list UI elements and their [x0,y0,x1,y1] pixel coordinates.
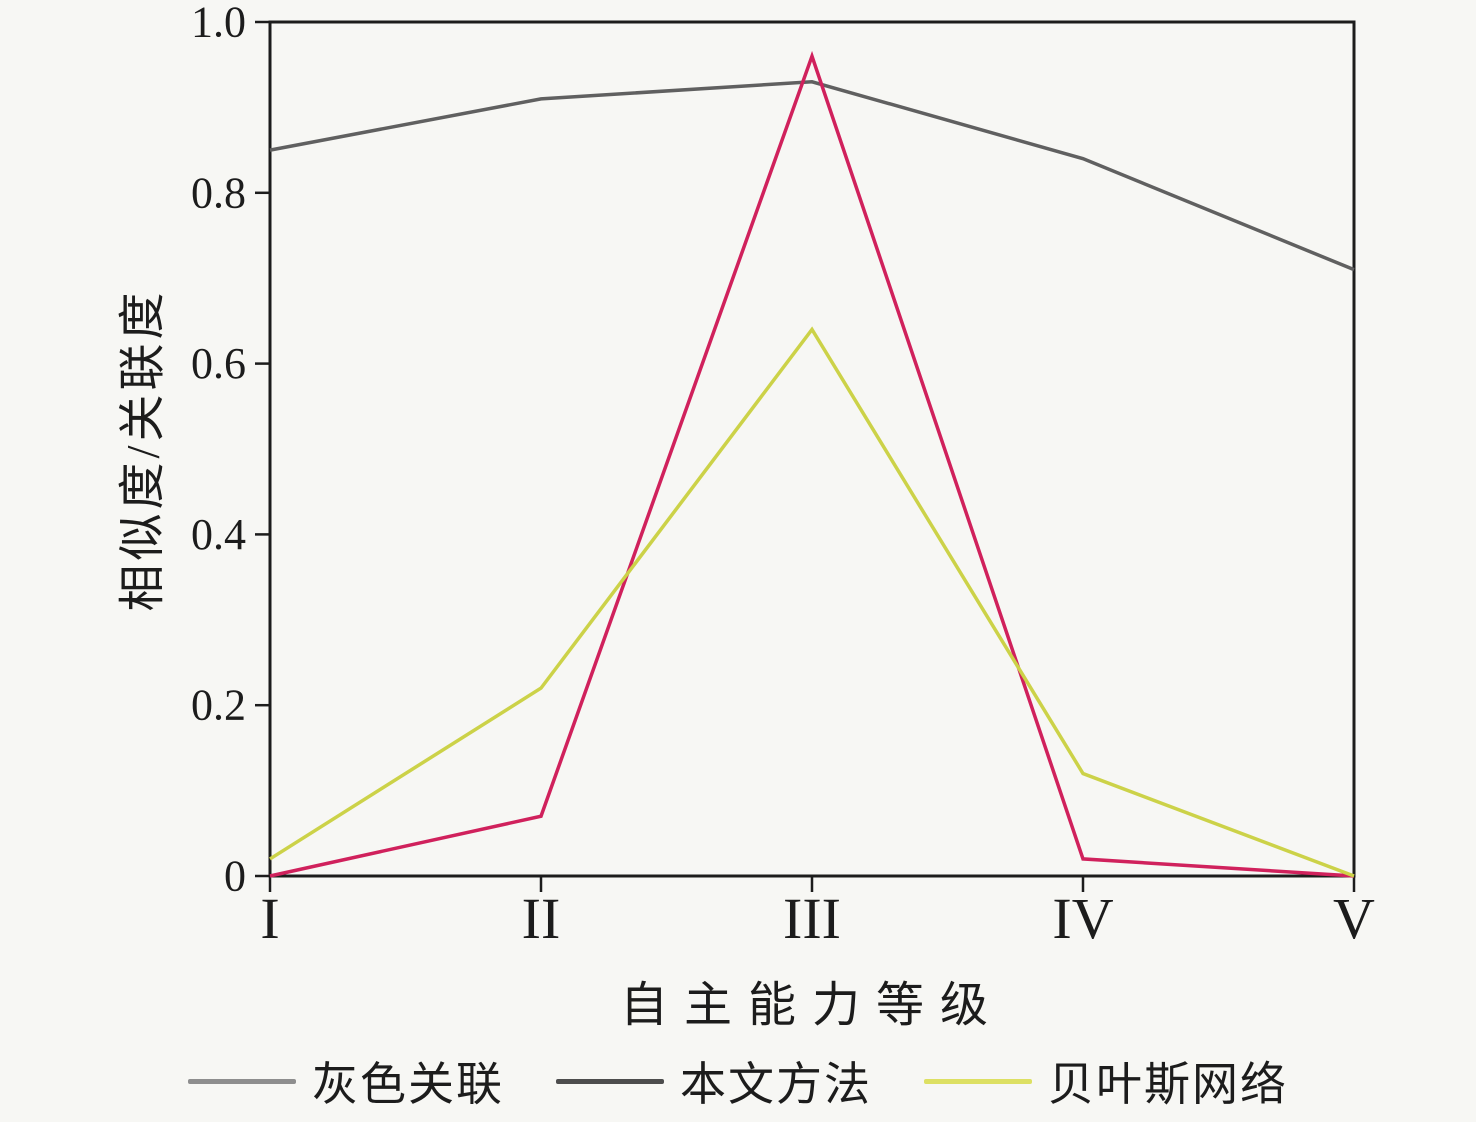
x-axis-title: 自主能力等级 [619,979,1005,1032]
y-axis-title: 相似度/关联度 [117,288,170,612]
legend-label-bayesian-network: 贝叶斯网络 [1048,1059,1288,1110]
gray-relation-line-swatch [188,1078,296,1084]
y-axis-tick-label: 0.8 [191,168,246,217]
series-line-2 [269,326,1355,878]
proposed-method-line-swatch [556,1078,664,1084]
series-line-0 [269,80,1355,272]
y-axis-tick-label: 0.4 [191,510,246,559]
series-line-1 [269,50,1355,878]
legend-item-gray-relation: 灰色关联 [188,1048,504,1114]
x-axis-tick-label: V [1333,886,1375,951]
plot-border [268,20,1356,878]
bayesian-network-line-swatch [924,1078,1032,1084]
legend: 灰色关联 本文方法 贝叶斯网络 [0,1048,1476,1114]
y-axis-tick-label: 1.0 [191,0,246,47]
y-axis-tick-label: 0.2 [191,681,246,730]
y-axis-tick-label: 0.6 [191,339,246,388]
y-axis-tick-label: 0 [224,852,246,901]
legend-item-bayesian-network: 贝叶斯网络 [924,1048,1288,1114]
legend-label-proposed-method: 本文方法 [680,1059,872,1110]
x-axis-tick-label: II [522,886,561,951]
legend-item-proposed-method: 本文方法 [556,1048,872,1114]
x-axis-tick-label: I [260,886,279,951]
legend-label-gray-relation: 灰色关联 [312,1059,504,1110]
x-axis-tick-label: IV [1052,886,1113,951]
x-axis-tick-label: III [783,886,841,951]
